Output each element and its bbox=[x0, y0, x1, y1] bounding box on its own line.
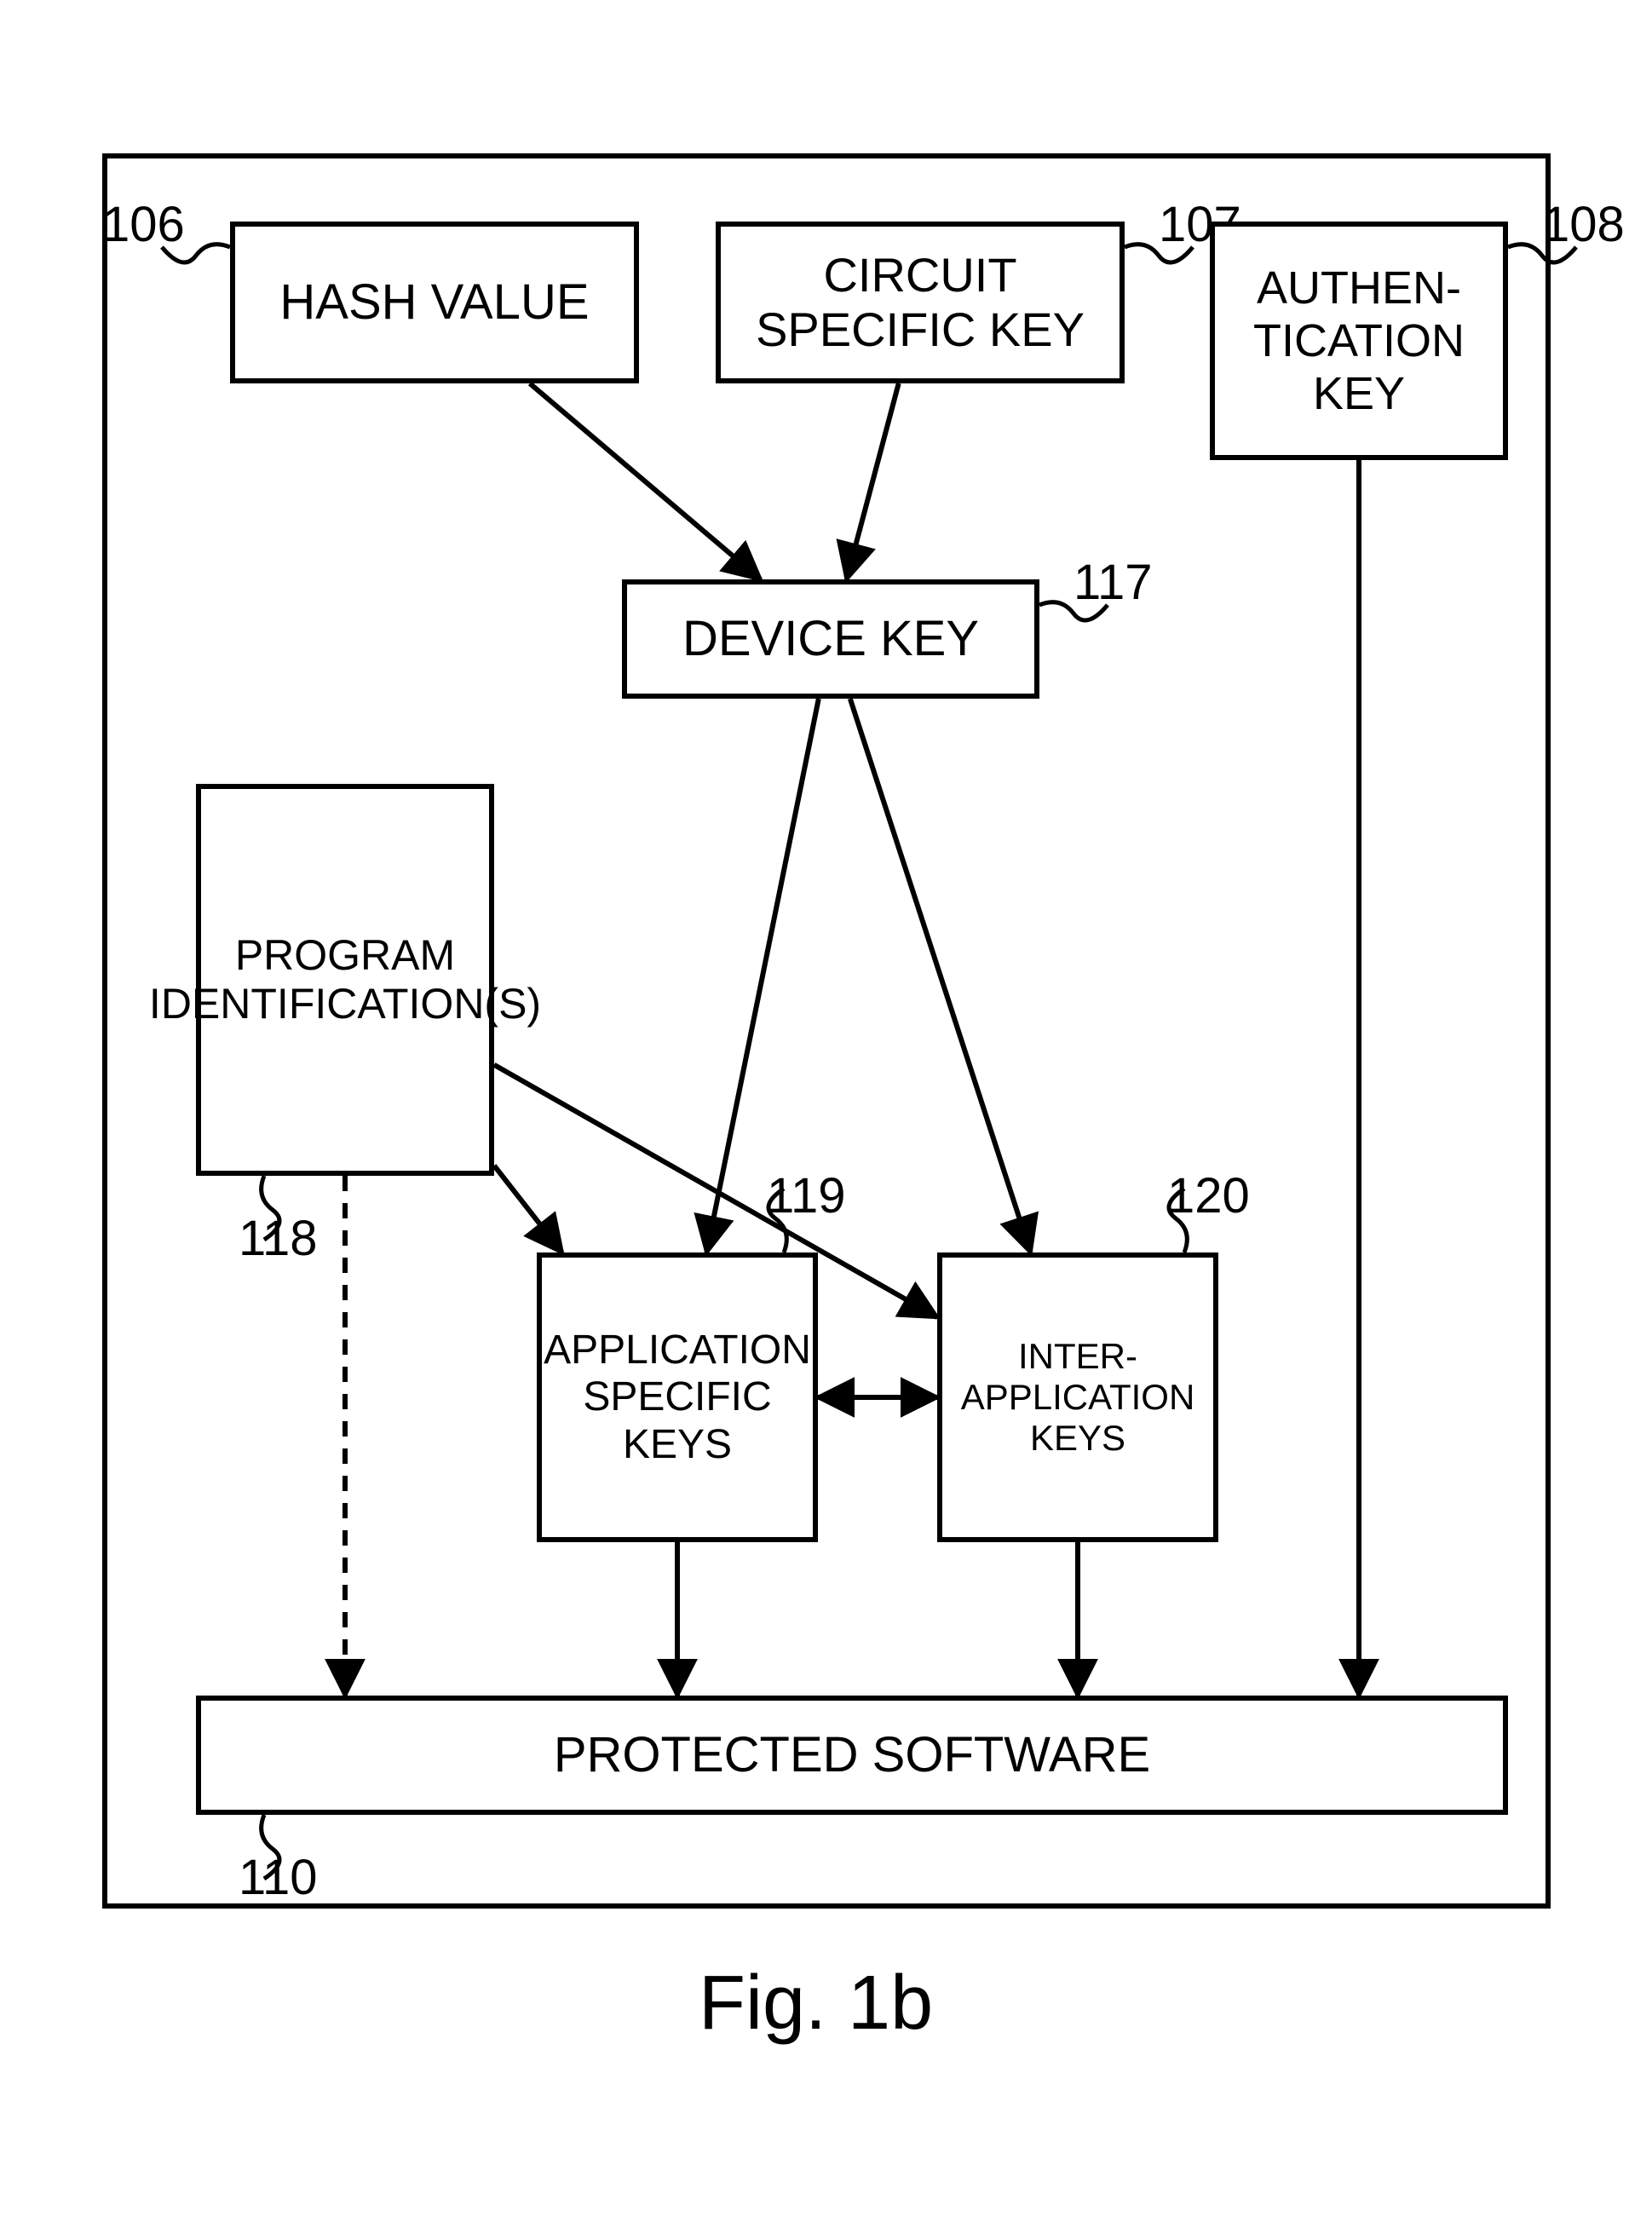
node-app_keys: APPLICATION SPECIFIC KEYS bbox=[537, 1252, 818, 1542]
node-label: AUTHEN- TICATION KEY bbox=[1223, 262, 1494, 420]
ref-118: 118 bbox=[239, 1210, 317, 1267]
figure-caption: Fig. 1b bbox=[699, 1960, 933, 2047]
node-hash_value: HASH VALUE bbox=[230, 222, 639, 383]
diagram-canvas: HASH VALUE106CIRCUIT SPECIFIC KEY107AUTH… bbox=[0, 0, 1652, 2240]
node-label: PROGRAM IDENTIFICATION(S) bbox=[149, 931, 541, 1029]
ref-117: 117 bbox=[1074, 554, 1152, 611]
node-label: APPLICATION SPECIFIC KEYS bbox=[544, 1327, 811, 1468]
ref-119: 119 bbox=[767, 1167, 845, 1224]
node-protected_sw: PROTECTED SOFTWARE bbox=[196, 1696, 1508, 1815]
node-label: DEVICE KEY bbox=[682, 611, 979, 668]
node-device_key: DEVICE KEY bbox=[622, 579, 1039, 699]
ref-108: 108 bbox=[1542, 196, 1625, 253]
node-circuit_key: CIRCUIT SPECIFIC KEY bbox=[716, 222, 1125, 383]
node-program_id: PROGRAM IDENTIFICATION(S) bbox=[196, 784, 494, 1176]
ref-106: 106 bbox=[102, 196, 185, 253]
node-label: CIRCUIT SPECIFIC KEY bbox=[756, 248, 1085, 358]
ref-120: 120 bbox=[1167, 1167, 1250, 1224]
ref-110: 110 bbox=[239, 1849, 317, 1906]
node-label: HASH VALUE bbox=[279, 274, 589, 331]
node-inter_app_keys: INTER-APPLICATION KEYS bbox=[937, 1252, 1218, 1542]
node-label: INTER-APPLICATION KEYS bbox=[951, 1336, 1205, 1460]
node-auth_key: AUTHEN- TICATION KEY bbox=[1210, 222, 1508, 460]
node-label: PROTECTED SOFTWARE bbox=[554, 1727, 1150, 1784]
